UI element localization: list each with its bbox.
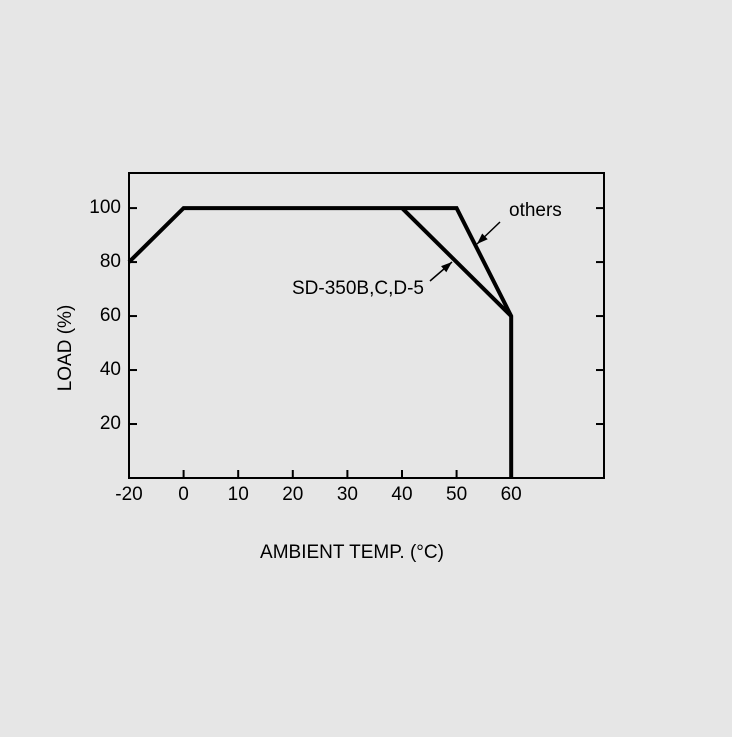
arrow-head (441, 262, 452, 273)
arrow-head (477, 233, 488, 244)
x-tick-label: 10 (228, 484, 249, 505)
y-axis-label: LOAD (%) (55, 305, 76, 392)
x-tick-label: 0 (178, 484, 189, 505)
y-tick-label: 60 (100, 305, 121, 326)
x-tick-label: 40 (391, 484, 412, 505)
x-tick-label: 20 (282, 484, 303, 505)
x-tick-label: 50 (446, 484, 467, 505)
x-tick-label: -20 (115, 484, 142, 505)
legend-label: others (509, 200, 562, 221)
y-tick-label: 20 (100, 413, 121, 434)
y-tick-label: 40 (100, 359, 121, 380)
y-tick-label: 100 (89, 197, 121, 218)
legend-label: SD-350B,C,D-5 (292, 278, 424, 299)
y-tick-label: 80 (100, 251, 121, 272)
plot-frame (128, 172, 605, 479)
x-tick-label: 30 (337, 484, 358, 505)
series-line (400, 206, 513, 318)
x-tick-label: 60 (501, 484, 522, 505)
series-line (127, 206, 514, 478)
x-axis-label: AMBIENT TEMP. (°C) (260, 542, 444, 563)
